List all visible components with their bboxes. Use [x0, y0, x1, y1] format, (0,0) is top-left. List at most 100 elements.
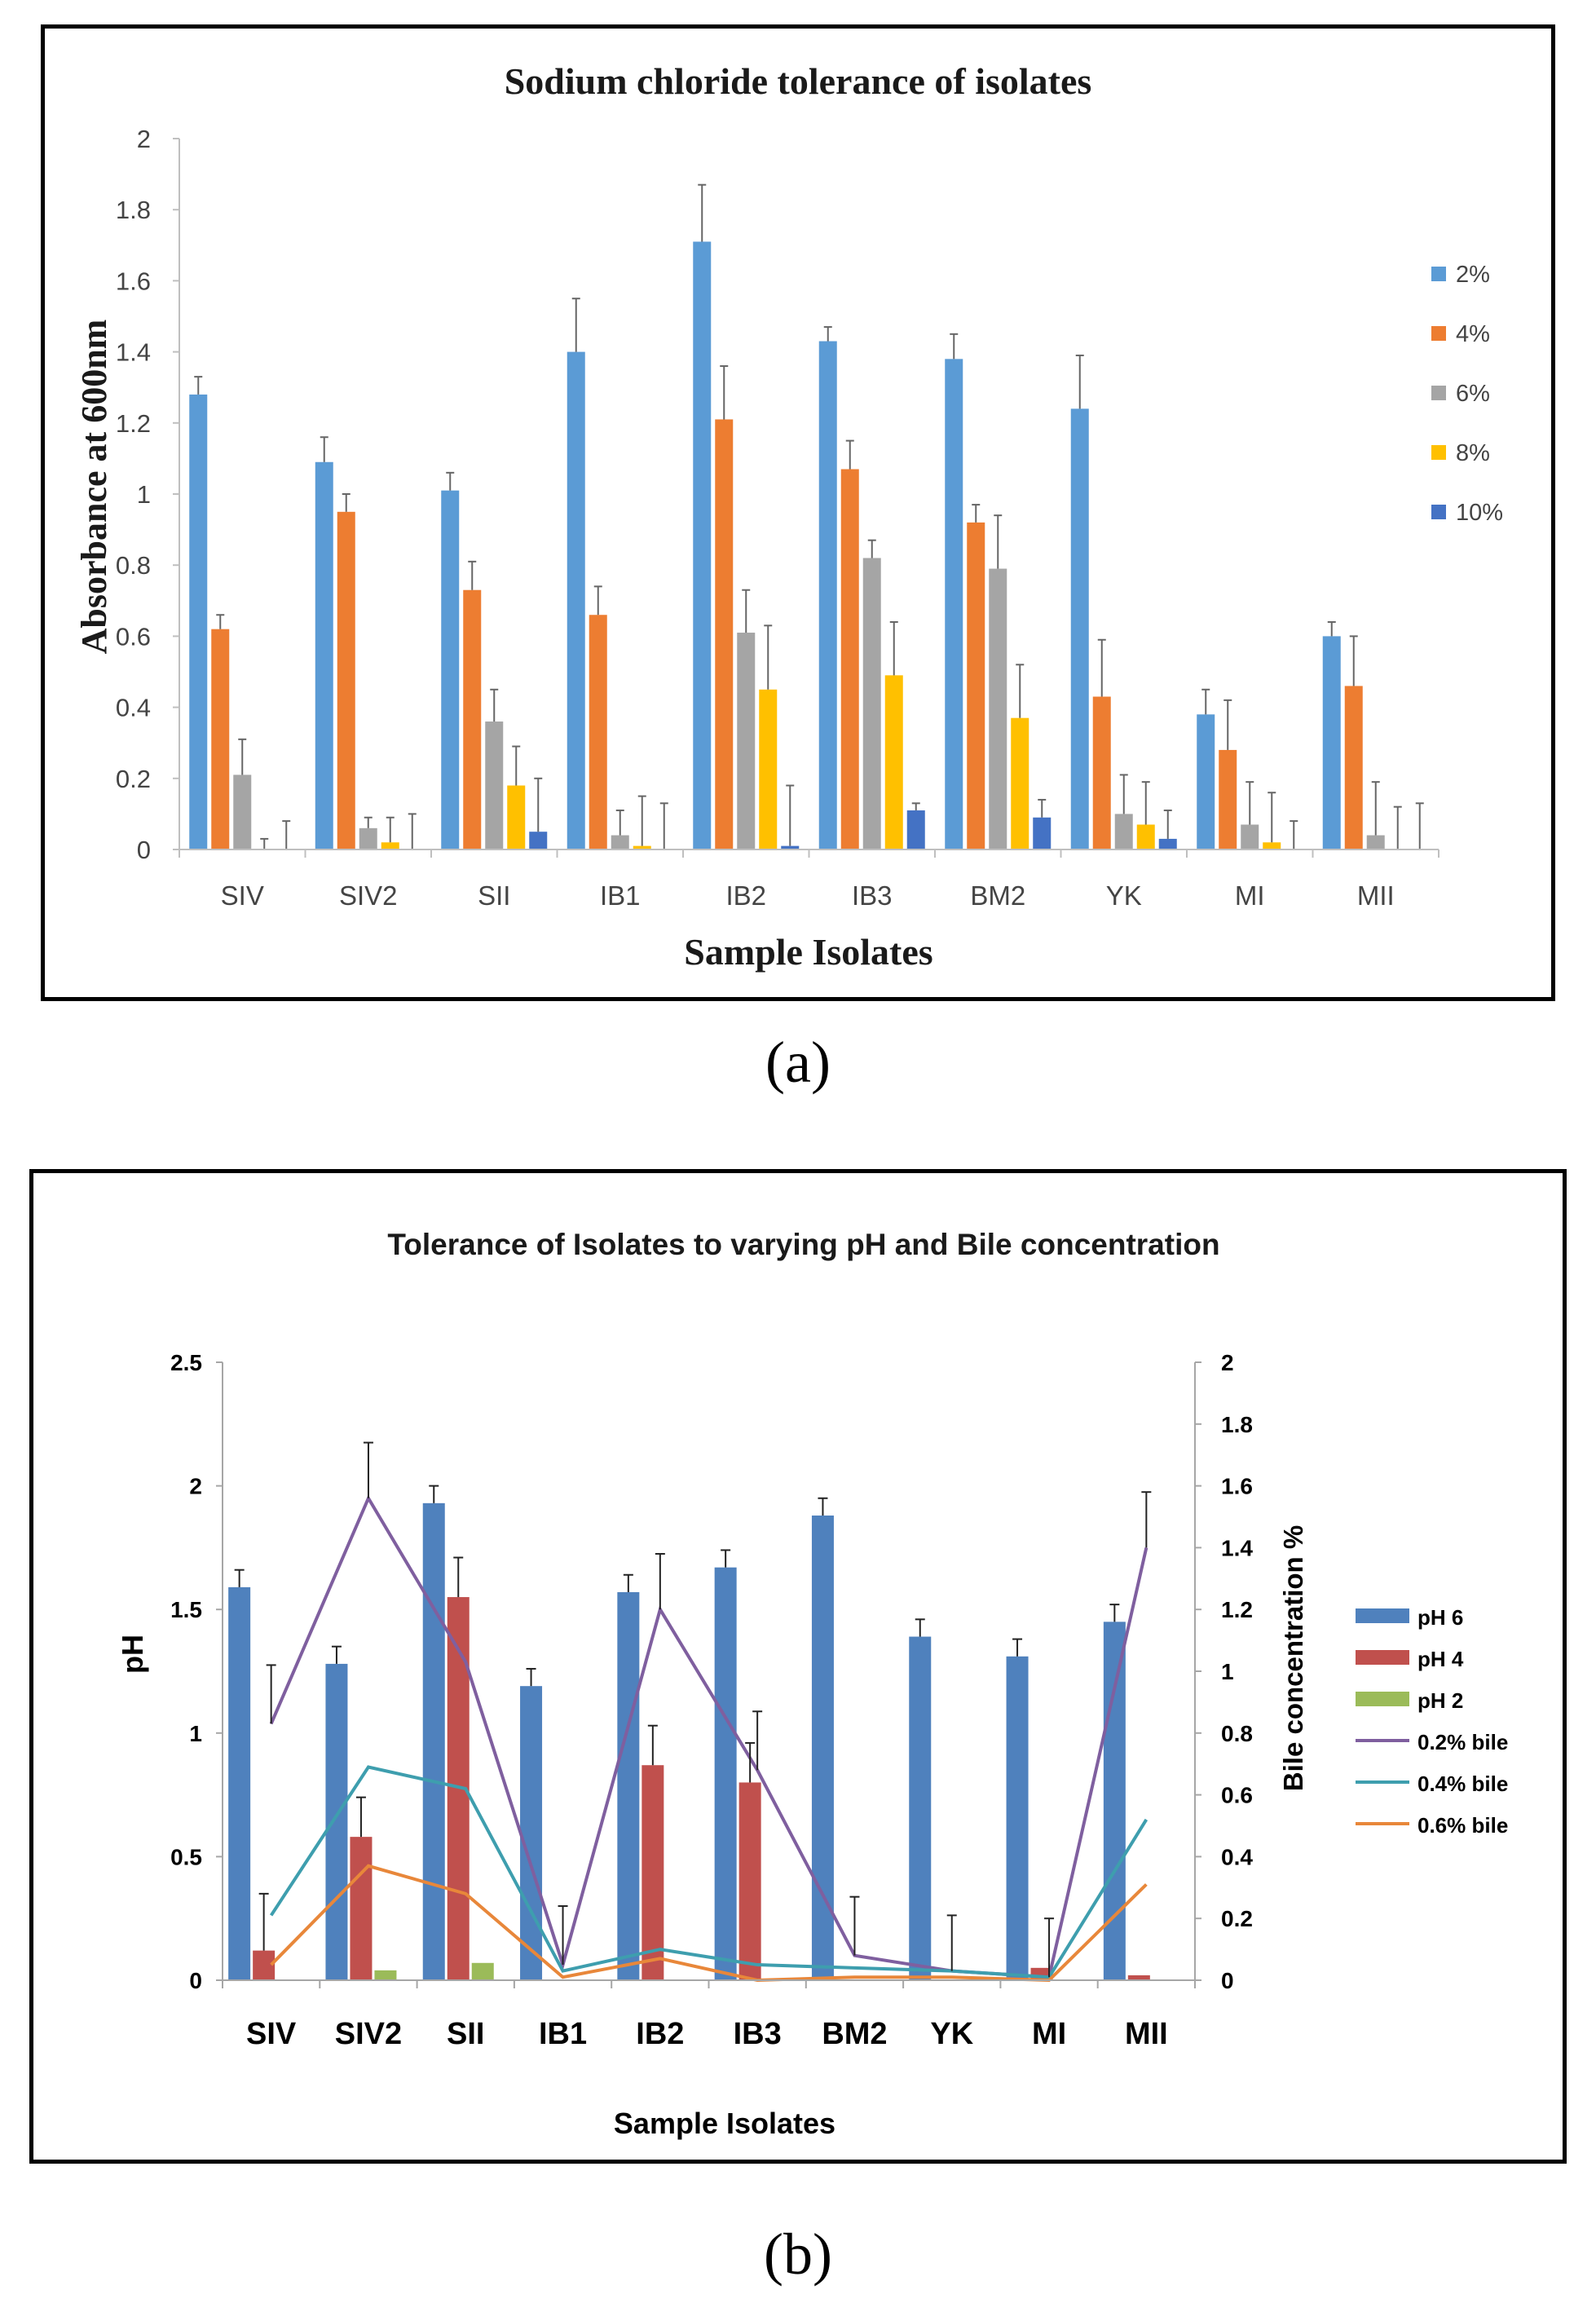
y2-tick-label: 1.8 [1221, 1412, 1253, 1437]
y2-tick-label: 0 [1221, 1968, 1234, 1993]
bar-pH4-SIV2 [350, 1837, 373, 1980]
bar-10pct-YK [1158, 838, 1177, 849]
y2-tick-label: 2 [1221, 1350, 1234, 1375]
legend-label: 2% [1456, 262, 1490, 288]
bar-pH2-SIV2 [374, 1970, 397, 1980]
bar-pH6-MII [1103, 1622, 1126, 1980]
bar-2pct-MI [1197, 714, 1215, 849]
bar-pH2-SII [471, 1962, 494, 1980]
legend-swatch [1431, 505, 1446, 519]
x-tick-label: SIV [221, 880, 264, 911]
ph-bile-tolerance-chart: Tolerance of Isolates to varying pH and … [116, 1228, 1508, 2140]
bar-pH6-SII [422, 1502, 445, 1980]
y-tick-label: 1.8 [116, 196, 151, 224]
legend-swatch [1431, 386, 1446, 400]
bar-6pct-MII [1366, 835, 1385, 849]
x-tick-label: SIV [246, 2017, 297, 2051]
y-tick-label: 1.4 [116, 338, 151, 367]
x-tick-label: BM2 [822, 2017, 887, 2051]
bar-4pct-IB2 [715, 419, 734, 849]
bar-2pct-SIV2 [315, 461, 333, 849]
bar-2pct-SIV [189, 394, 208, 849]
caption-b: (b) [764, 2222, 832, 2287]
y-tick-label: 2 [137, 125, 151, 153]
bar-8pct-YK [1136, 824, 1155, 849]
line-0.6pct-bile [270, 1864, 1148, 1983]
bar-2pct-IB3 [818, 341, 837, 849]
bar-6pct-IB1 [611, 835, 629, 849]
x-tick-label: BM2 [970, 880, 1025, 911]
bar-pH4-IB3 [738, 1782, 761, 1980]
x-axis-label: Sample Isolates [684, 931, 932, 973]
y-tick-label: 1 [137, 480, 151, 509]
bar-6pct-YK [1114, 814, 1133, 849]
legend-label: 6% [1456, 381, 1490, 407]
bar-8pct-SIV2 [381, 842, 399, 849]
chart-title: Tolerance of Isolates to varying pH and … [387, 1228, 1219, 1261]
bar-6pct-SIV2 [359, 827, 377, 849]
x-tick-label: SII [447, 2017, 484, 2051]
y-tick-label: 1.6 [116, 267, 151, 295]
bar-2pct-SII [441, 490, 460, 849]
legend-label: 0.6% bile [1417, 1813, 1508, 1838]
bar-10pct-BM2 [1033, 817, 1052, 849]
y-axis-label: pH [116, 1635, 149, 1674]
bar-2pct-YK [1070, 408, 1089, 849]
x-tick-label: SII [478, 880, 510, 911]
y-tick-label: 1.2 [116, 409, 151, 438]
bar-4pct-MI [1219, 749, 1237, 849]
x-tick-label: SIV2 [339, 880, 398, 911]
y-tick-label: 0.2 [116, 765, 151, 793]
legend-label: 8% [1456, 440, 1490, 466]
bar-8pct-IB3 [884, 675, 903, 849]
bar-pH4-MII [1127, 1975, 1150, 1980]
y-axis-label: Absorbance at 600nm [74, 320, 114, 655]
bar-6pct-MI [1241, 824, 1259, 849]
bar-6pct-BM2 [989, 568, 1007, 849]
y2-tick-label: 1.6 [1221, 1474, 1253, 1499]
x-tick-label: MII [1357, 880, 1395, 911]
bar-10pct-SII [529, 832, 548, 849]
x-tick-label: IB3 [852, 880, 893, 911]
bar-10pct-IB2 [781, 845, 800, 849]
legend-label: pH 4 [1417, 1647, 1464, 1671]
bar-pH6-YK [909, 1636, 932, 1980]
chart-title: Sodium chloride tolerance of isolates [505, 60, 1092, 102]
line-0.4pct-bile [269, 1765, 1149, 1979]
bar-2pct-IB2 [693, 241, 712, 849]
bar-6pct-IB3 [862, 558, 881, 849]
legend-swatch [1356, 1692, 1409, 1706]
chart-panel-b: Tolerance of Isolates to varying pH and … [29, 1169, 1567, 2164]
y2-tick-label: 1.4 [1221, 1535, 1253, 1560]
y-tick-label: 1.5 [170, 1597, 202, 1622]
legend-swatch [1356, 1608, 1409, 1623]
y2-tick-label: 0.2 [1221, 1906, 1253, 1931]
bar-pH6-SIV2 [325, 1663, 348, 1980]
bar-4pct-SIV [211, 629, 230, 849]
y-tick-label: 0 [137, 836, 151, 864]
y-tick-label: 1 [189, 1721, 202, 1746]
bar-8pct-IB1 [633, 845, 651, 849]
bar-4pct-SIV2 [337, 511, 355, 849]
y-tick-label: 0.6 [116, 622, 151, 651]
bar-pH4-SIV [253, 1950, 276, 1980]
x-tick-label: IB2 [725, 880, 766, 911]
bar-2pct-IB1 [567, 351, 585, 850]
bar-4pct-BM2 [967, 522, 985, 849]
bar-2pct-MII [1322, 636, 1341, 849]
y2-tick-label: 0.4 [1221, 1844, 1253, 1869]
x-tick-label: MII [1125, 2017, 1168, 2051]
legend-swatch [1431, 267, 1446, 281]
legend-label: 10% [1456, 500, 1503, 526]
y-tick-label: 2 [189, 1474, 202, 1499]
bar-pH6-IB1 [520, 1686, 543, 1980]
nacl-tolerance-chart: Sodium chloride tolerance of isolates Ab… [74, 60, 1503, 973]
legend-swatch [1431, 445, 1446, 460]
bar-2pct-BM2 [945, 359, 963, 849]
legend-label: pH 6 [1417, 1605, 1463, 1630]
y-tick-label: 0.4 [116, 694, 151, 722]
y2-tick-label: 0.8 [1221, 1721, 1253, 1746]
legend-swatch [1356, 1650, 1409, 1665]
legend-label: 0.2% bile [1417, 1730, 1508, 1754]
bar-6pct-SIV [233, 774, 252, 849]
